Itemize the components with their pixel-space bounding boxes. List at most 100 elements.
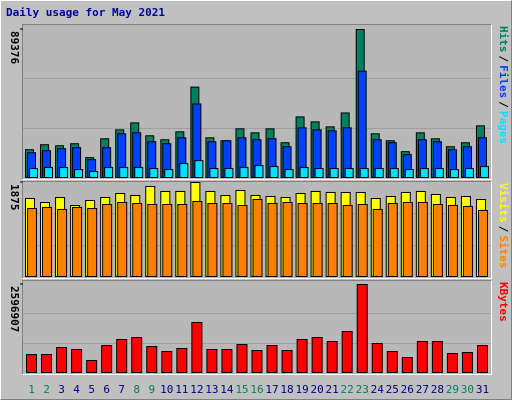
bar [266,345,278,373]
bar [267,203,278,277]
x-tick-label: 3 [58,383,65,396]
x-tick-label: 20 [310,383,323,396]
bar [356,284,368,373]
bar [146,346,158,374]
bar [477,209,488,277]
x-tick-label: 22 [341,383,354,396]
bar [386,351,398,373]
bar [251,350,263,373]
bar [71,349,83,374]
x-tick-label: 13 [205,383,218,396]
x-tick-label: 4 [73,383,80,396]
x-tick-label: 12 [190,383,203,396]
bar [404,169,414,179]
bar [296,339,308,373]
bar [371,343,383,374]
bar [372,208,383,278]
bar [416,341,428,374]
bar [434,168,444,178]
bar [419,168,429,178]
x-tick-label: 8 [133,383,140,396]
bar [282,202,293,278]
bar [297,203,308,277]
legend-separator: / [497,56,510,63]
x-tick-label: 11 [175,383,188,396]
x-tick-label: 1 [28,383,35,396]
bar [479,166,489,179]
x-tick-label: 24 [371,383,385,396]
bar [149,168,159,178]
bar [387,203,398,277]
x-tick-label: 29 [446,383,459,396]
bar [102,204,113,277]
bar [224,168,234,178]
x-tick-label: 25 [386,383,399,396]
panel-edge [22,181,492,279]
bar [284,169,294,179]
bar [402,202,413,278]
bar [29,168,38,178]
bar [326,341,338,374]
panel-edge [22,24,492,180]
x-tick-label: 30 [461,383,474,396]
bar [134,167,144,179]
bar [162,204,173,277]
bar [252,198,263,277]
x-tick-label: 19 [295,383,308,396]
chart-title: Daily usage for May 2021 [6,6,165,19]
bar [462,205,473,277]
bar [191,322,203,373]
x-tick-label: 5 [88,383,95,396]
x-tick-label: 6 [103,383,110,396]
legend-entry: Files [497,65,510,98]
x-tick-label: 9 [148,383,155,396]
bar [101,345,113,373]
bar [104,167,114,179]
x-tick-label: 16 [250,383,263,396]
bar [359,168,369,178]
bar [192,201,203,277]
bar [56,347,68,374]
legend-entry: Hits [497,26,510,53]
bar [432,204,443,277]
x-tick-label: 21 [326,383,339,396]
bar [177,204,188,277]
bar [431,341,443,374]
bar [117,202,128,278]
bar [131,337,143,374]
bar [41,354,53,373]
x-tick-label: 2 [43,383,50,396]
bar [237,205,248,277]
legend-entry: Pages [497,111,510,144]
bar [222,203,233,277]
bar [449,169,459,179]
bar [221,349,233,374]
bar [254,165,264,178]
bar [357,70,367,178]
bar [164,169,174,179]
legend-separator: / [497,226,510,233]
bar [26,354,37,373]
x-tick-label: 14 [220,383,234,396]
legend-entry: Sites [497,235,510,268]
bar [299,167,309,179]
y-tick-label: 89376 [8,31,21,64]
bar [74,169,84,179]
bar [119,167,129,179]
legend-separator: / [497,101,510,108]
bar [329,168,339,178]
bar [401,357,413,373]
bar [464,168,474,178]
bar [447,205,458,277]
bar [461,352,473,374]
bar [239,167,249,179]
bar [311,337,323,374]
bar [42,206,53,277]
bar [312,203,323,277]
bar [357,204,368,277]
bar [147,204,158,277]
bar [72,206,83,277]
y-tick-label: 2596907 [8,286,21,332]
bar [194,160,204,178]
